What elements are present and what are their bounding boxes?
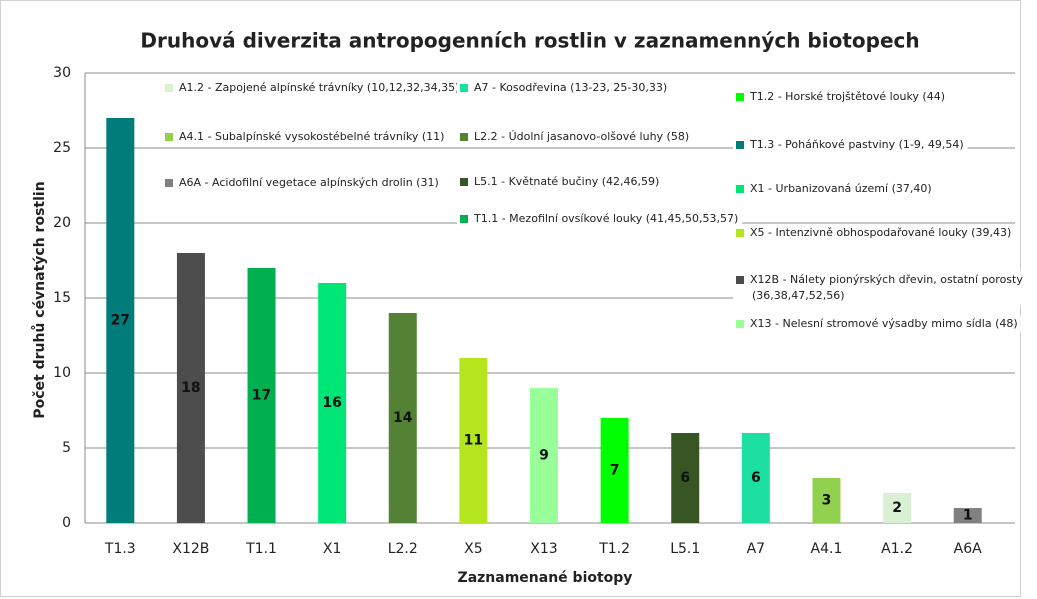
- legend-swatch: [736, 93, 744, 101]
- legend-swatch: [736, 185, 744, 193]
- bar: [953, 508, 982, 523]
- legend-label: A7 - Kosodřevina (13-23, 25-30,33): [474, 81, 667, 94]
- bar: [883, 493, 912, 523]
- x-tick-label: T1.2: [598, 541, 630, 557]
- legend-swatch: [736, 229, 744, 237]
- legend-background: [733, 88, 950, 106]
- value-label: 14: [393, 410, 413, 426]
- bar: [530, 388, 558, 523]
- bar: [318, 283, 347, 523]
- bar: [741, 433, 770, 523]
- y-axis-title: Počet druhů cévnatých rostlin: [31, 181, 48, 418]
- legend-label: A6A - Acidofilní vegetace alpínských dro…: [179, 176, 439, 189]
- x-tick-label: X1: [323, 541, 342, 557]
- legend-swatch: [460, 84, 468, 92]
- value-label: 7: [610, 463, 620, 479]
- value-label: 18: [181, 380, 200, 396]
- legend-swatch: [460, 178, 468, 186]
- value-label: 11: [464, 433, 483, 449]
- legend-swatch: [736, 320, 744, 328]
- legend-background: [457, 210, 743, 228]
- x-tick-label: L2.2: [388, 541, 418, 557]
- legend-background: [457, 173, 663, 191]
- x-tick-label: T1.3: [104, 541, 136, 557]
- value-label: 6: [680, 470, 690, 486]
- legend-background: [733, 136, 968, 154]
- legend-background: [457, 128, 693, 146]
- bar: [106, 118, 135, 523]
- legend-background: [162, 128, 448, 146]
- x-tick-label: X13: [530, 541, 557, 557]
- y-tick-label: 20: [53, 215, 71, 231]
- legend-label: L2.2 - Údolní jasanovo-olšové luhy (58): [474, 130, 689, 143]
- legend-swatch: [165, 84, 173, 92]
- x-tick-label: X12B: [172, 541, 209, 557]
- value-label: 2: [892, 500, 902, 516]
- legend-swatch: [165, 133, 173, 141]
- legend-background: [733, 315, 1021, 333]
- y-tick-label: 15: [53, 290, 71, 306]
- x-tick-label: X5: [464, 541, 483, 557]
- x-axis-title: Zaznamenané biotopy: [458, 570, 633, 586]
- legend-label: A1.2 - Zapojené alpínské trávníky (10,12…: [179, 81, 459, 94]
- value-label: 3: [822, 493, 832, 509]
- legend-label: X12B - Nálety pionýrských dřevin, ostatn…: [750, 273, 1023, 286]
- value-label: 17: [252, 388, 271, 404]
- bar: [459, 358, 488, 523]
- x-tick-label: A7: [747, 541, 765, 557]
- legend-background: [457, 79, 671, 97]
- x-tick-label: T1.1: [245, 541, 277, 557]
- y-tick-label: 0: [62, 515, 71, 531]
- legend-swatch: [165, 179, 173, 187]
- value-label: 6: [751, 470, 761, 486]
- legend-label: (36,38,47,52,56): [752, 289, 845, 302]
- y-tick-label: 30: [53, 65, 71, 81]
- legend-swatch: [736, 141, 744, 149]
- y-tick-label: 25: [53, 140, 71, 156]
- x-tick-label: A4.1: [811, 541, 843, 557]
- legend-swatch: [736, 276, 744, 284]
- bar: [176, 253, 205, 523]
- bar: [388, 313, 417, 523]
- x-tick-label: A1.2: [881, 541, 913, 557]
- legend-swatch: [460, 133, 468, 141]
- legend-label: X5 - Intenzivně obhospodařované louky (3…: [750, 226, 1011, 239]
- legend-background: [162, 79, 463, 97]
- legend-label: A4.1 - Subalpínské vysokostébelné trávní…: [179, 130, 444, 143]
- x-tick-label: L5.1: [670, 541, 700, 557]
- legend-swatch: [460, 215, 468, 223]
- legend-label: T1.3 - Poháňkové pastviny (1-9, 49,54): [749, 138, 964, 151]
- legend-label: T1.2 - Horské trojštětové louky (44): [749, 90, 945, 103]
- legend-label: X1 - Urbanizovaná území (37,40): [750, 182, 932, 195]
- bar: [247, 268, 276, 523]
- bar: [812, 478, 841, 523]
- legend-background: [733, 271, 1027, 305]
- chart-title: Druhová diverzita antropogenních rostlin…: [140, 29, 919, 53]
- value-label: 1: [963, 508, 973, 524]
- bar: [671, 433, 700, 523]
- value-label: 9: [539, 448, 549, 464]
- value-label: 27: [111, 313, 130, 329]
- legend-background: [733, 180, 935, 198]
- legend-label: L5.1 - Květnaté bučiny (42,46,59): [474, 175, 659, 188]
- legend-label: T1.1 - Mezofilní ovsíkové louky (41,45,5…: [473, 212, 738, 225]
- legend-label: X13 - Nelesní stromové výsadby mimo sídl…: [750, 317, 1018, 330]
- y-tick-label: 10: [53, 365, 71, 381]
- bar: [600, 418, 629, 523]
- x-tick-label: A6A: [954, 541, 982, 557]
- legend-background: [162, 174, 442, 192]
- value-label: 16: [322, 395, 341, 411]
- legend-background: [733, 224, 1015, 242]
- y-tick-label: 5: [62, 440, 71, 456]
